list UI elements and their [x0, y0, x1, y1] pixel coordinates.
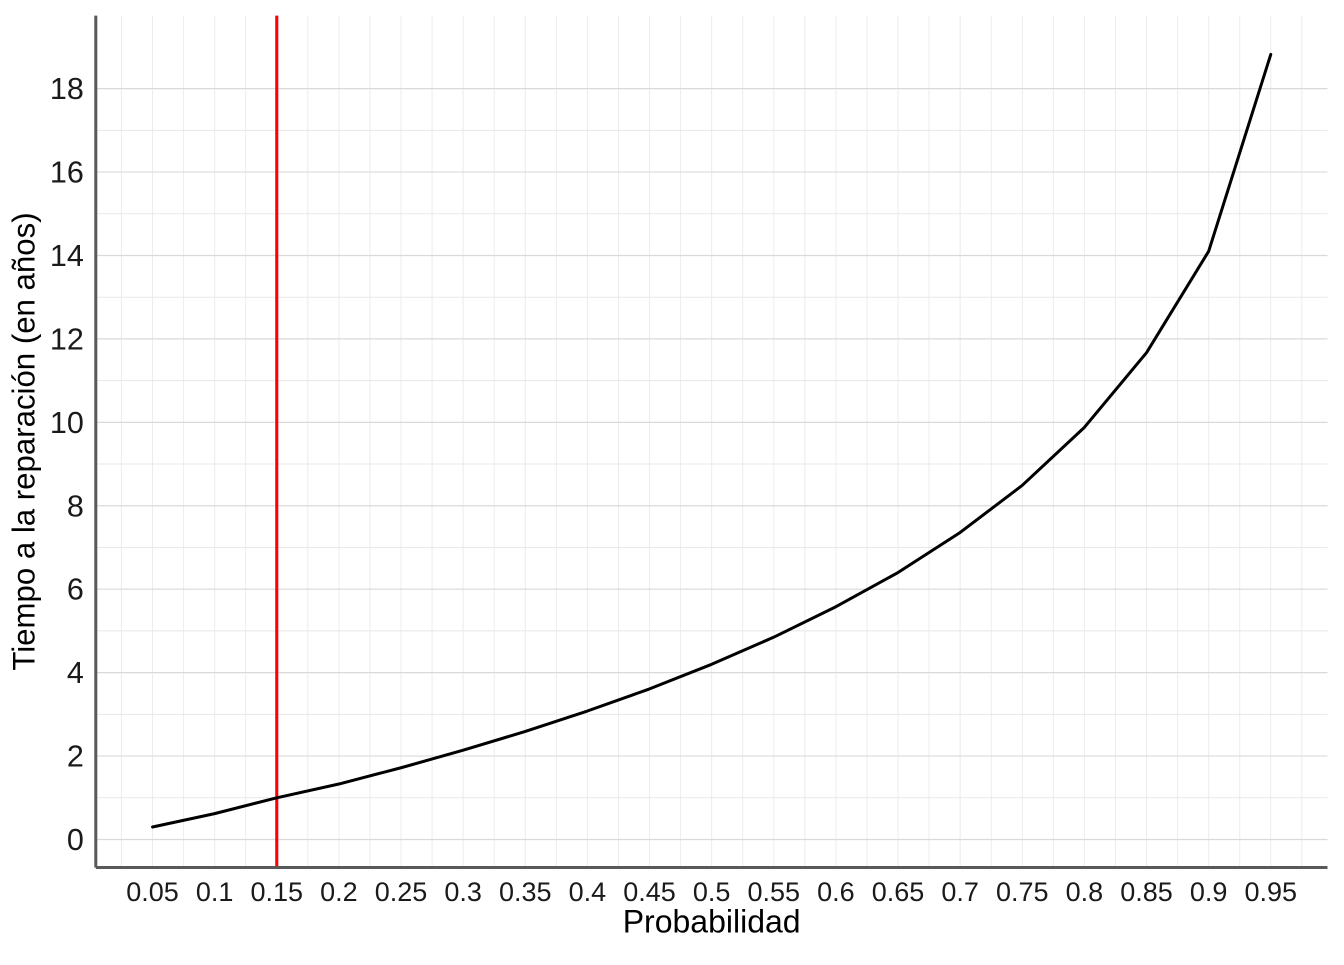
svg-text:0.95: 0.95 — [1244, 877, 1297, 907]
svg-text:0.8: 0.8 — [1066, 877, 1104, 907]
svg-text:4: 4 — [67, 656, 84, 690]
svg-text:0.25: 0.25 — [375, 877, 428, 907]
svg-text:Probabilidad: Probabilidad — [623, 904, 801, 940]
svg-text:0.85: 0.85 — [1120, 877, 1173, 907]
svg-text:2: 2 — [67, 740, 84, 774]
svg-text:16: 16 — [50, 156, 84, 190]
svg-text:6: 6 — [67, 573, 84, 607]
svg-text:0.6: 0.6 — [817, 877, 855, 907]
svg-text:0.7: 0.7 — [941, 877, 979, 907]
svg-text:0.55: 0.55 — [747, 877, 800, 907]
svg-text:0.9: 0.9 — [1190, 877, 1228, 907]
svg-text:0.4: 0.4 — [569, 877, 607, 907]
svg-text:0.15: 0.15 — [250, 877, 303, 907]
svg-text:0.5: 0.5 — [693, 877, 731, 907]
svg-text:0.45: 0.45 — [623, 877, 676, 907]
svg-text:0.75: 0.75 — [996, 877, 1049, 907]
svg-text:18: 18 — [50, 72, 84, 106]
svg-text:0.65: 0.65 — [872, 877, 925, 907]
svg-text:0.2: 0.2 — [320, 877, 358, 907]
svg-text:0.3: 0.3 — [444, 877, 482, 907]
svg-text:0.35: 0.35 — [499, 877, 552, 907]
svg-text:8: 8 — [67, 489, 84, 523]
svg-text:10: 10 — [50, 406, 84, 440]
svg-text:0: 0 — [67, 823, 84, 857]
svg-text:0.1: 0.1 — [196, 877, 234, 907]
svg-text:12: 12 — [50, 322, 84, 356]
svg-text:Tiempo a la reparación (en año: Tiempo a la reparación (en años) — [7, 212, 42, 670]
svg-text:14: 14 — [50, 239, 84, 273]
svg-text:0.05: 0.05 — [126, 877, 179, 907]
